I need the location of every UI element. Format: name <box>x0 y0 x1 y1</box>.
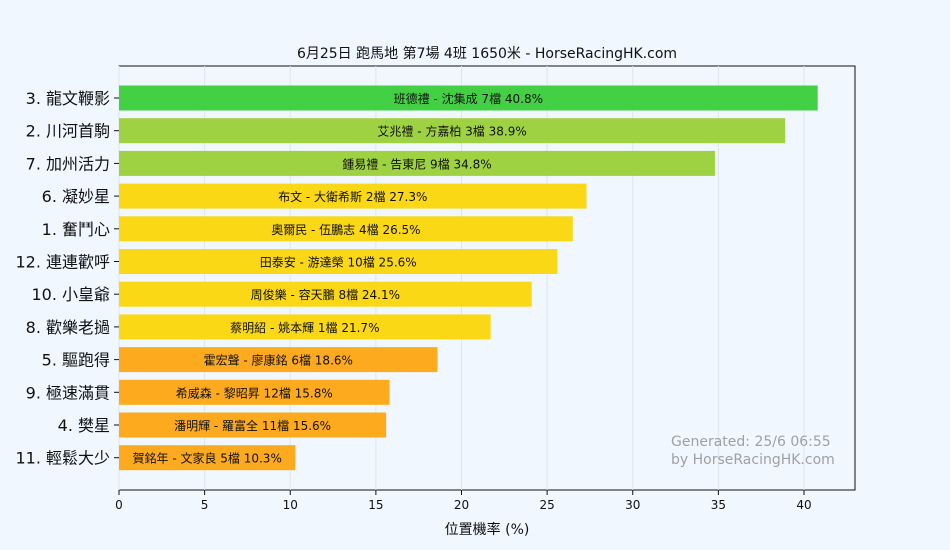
x-tick-label: 20 <box>454 498 469 512</box>
y-tick-label: 7. 加州活力 <box>26 154 110 173</box>
x-tick-label: 10 <box>283 498 298 512</box>
y-tick-label: 6. 凝妙星 <box>42 187 110 206</box>
bar-label: 艾兆禮 - 方嘉柏 3檔 38.9% <box>377 124 526 139</box>
bar <box>119 183 587 209</box>
y-tick-label: 11. 輕鬆大少 <box>15 449 110 468</box>
y-tick-label: 5. 驅跑得 <box>42 351 110 370</box>
bar-label: 希威森 - 黎昭昇 12檔 15.8% <box>176 385 333 400</box>
y-tick-label: 2. 川河首駒 <box>26 122 110 141</box>
y-tick-label: 8. 歡樂老撾 <box>26 318 110 337</box>
bar-label: 奧爾民 - 伍鵬志 4檔 26.5% <box>271 223 420 237</box>
bar <box>119 249 558 274</box>
y-tick-label: 12. 連連歡呼 <box>15 253 110 272</box>
bar-label: 班德禮 - 沈集成 7檔 40.8% <box>394 91 543 106</box>
x-tick-label: 40 <box>796 498 811 512</box>
annotation-line-1: Generated: 25/6 06:55 <box>671 434 831 450</box>
bar <box>119 412 387 438</box>
x-tick-label: 0 <box>115 498 123 512</box>
bars: 班德禮 - 沈集成 7檔 40.8% 艾兆禮 - 方嘉柏 3檔 38.9% 鍾易禮 … <box>119 85 818 471</box>
y-axis-labels: 3. 龍文鞭影 2. 川河首駒 7. 加州活力 6. 凝妙星 1. 奮鬥心 12. 連連歡… <box>15 89 119 468</box>
y-tick-label: 1. 奮鬥心 <box>42 220 110 239</box>
bar <box>119 347 438 373</box>
bar <box>119 314 491 340</box>
bar <box>119 281 532 307</box>
bar-label: 賀銘年 - 文家良 5檔 10.3% <box>133 451 282 466</box>
x-tick-label: 30 <box>625 498 640 512</box>
bar-label: 鍾易禮 - 告東尼 9檔 34.8% <box>342 157 491 171</box>
bar <box>119 85 818 111</box>
bar <box>119 150 715 176</box>
bar <box>119 379 390 405</box>
y-tick-label: 4. 樊星 <box>58 416 110 435</box>
y-tick-label: 10. 小皇爺 <box>31 285 110 304</box>
bar-label: 田泰安 - 游達榮 10檔 25.6% <box>260 255 417 270</box>
bar-label: 布文 - 大衛希斯 2檔 27.3% <box>278 189 427 204</box>
y-tick-label: 9. 極速滿貫 <box>26 383 110 402</box>
bar-label: 周俊樂 - 容天鵬 8檔 24.1% <box>251 287 400 302</box>
bar <box>119 216 573 242</box>
y-tick-label: 3. 龍文鞭影 <box>26 89 110 108</box>
x-tick-label: 5 <box>201 498 209 512</box>
x-axis-label: 位置機率 (%) <box>445 521 530 538</box>
bar-label: 蔡明紹 - 姚本輝 1檔 21.7% <box>230 321 379 335</box>
bar <box>119 118 786 144</box>
bar-label: 霍宏聲 - 廖康銘 6檔 18.6% <box>204 353 353 368</box>
x-tick-label: 35 <box>711 498 726 512</box>
bar <box>119 445 296 471</box>
bar-label: 潘明輝 - 羅富全 11檔 15.6% <box>174 418 331 433</box>
x-tick-label: 25 <box>539 498 554 512</box>
chart-title: 6月25日 跑馬地 第7場 4班 1650米 - HorseRacingHK.c… <box>297 45 677 62</box>
x-tick-label: 15 <box>368 498 383 512</box>
annotation-line-2: by HorseRacingHK.com <box>671 452 835 468</box>
x-axis: 0 5 10 15 20 25 30 35 40 <box>115 490 812 512</box>
